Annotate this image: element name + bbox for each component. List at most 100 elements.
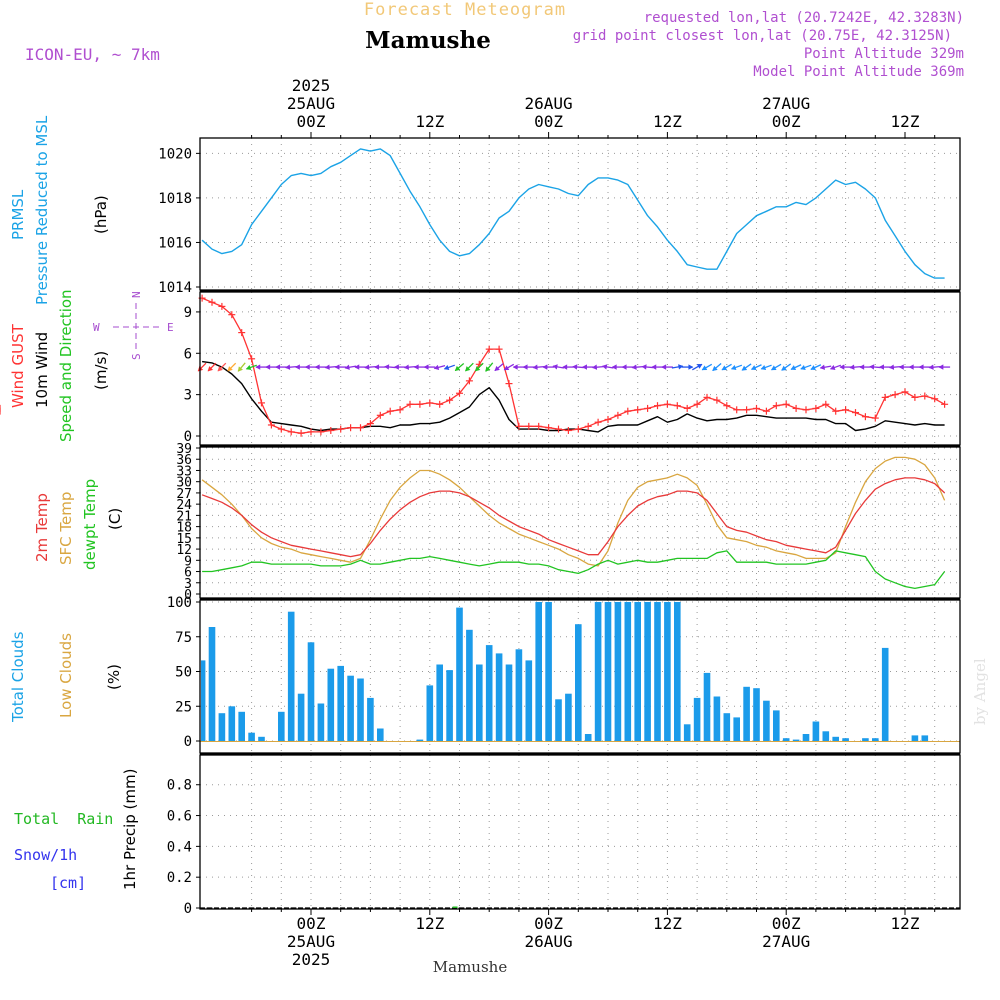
gust-marker	[426, 399, 434, 407]
wind-direction-arrow	[741, 363, 752, 371]
wind-direction-arrow	[393, 364, 406, 370]
x-tick-label-bottom: 2025	[292, 950, 331, 969]
wind-direction-arrow	[898, 364, 911, 370]
cloud-bar	[525, 660, 533, 741]
arrow-head	[304, 364, 310, 370]
arrow-head	[314, 364, 320, 370]
x-tick-label-bottom: 00Z	[772, 914, 801, 933]
wind-direction-arrow	[859, 364, 871, 370]
gust-marker	[921, 392, 929, 400]
gust-marker	[782, 400, 790, 408]
cloud-bar	[555, 699, 562, 741]
arrow-head	[908, 364, 914, 370]
cloud-bar	[683, 724, 691, 741]
gust-marker	[307, 428, 315, 436]
cloud-bar	[485, 645, 493, 741]
gust-marker	[465, 377, 473, 385]
cloud-bar	[307, 642, 315, 741]
arrow-head	[354, 364, 360, 370]
arrow-head	[938, 364, 944, 370]
x-tick-label-bottom: 26AUG	[525, 932, 573, 951]
gust-marker	[436, 400, 444, 408]
gust-marker	[861, 413, 869, 421]
arrow-head	[601, 364, 608, 370]
y-tick-label: 0.2	[167, 870, 192, 886]
arrow-head	[898, 364, 904, 370]
y-tick-label: 6	[184, 566, 192, 581]
t2m-line	[201, 477, 946, 558]
x-tick-label-top: 12Z	[891, 112, 920, 131]
wind-direction-arrow	[591, 364, 604, 370]
arrow-head	[552, 364, 558, 370]
cloud-bar	[921, 735, 929, 741]
y-tick-label: 9	[184, 554, 192, 569]
cloud-bar	[644, 602, 651, 741]
data-layer	[0, 148, 960, 909]
wind-direction-arrow	[227, 362, 237, 372]
y-tick-label: 0	[184, 734, 192, 750]
gust-marker	[555, 425, 562, 433]
gust-marker	[208, 298, 216, 306]
arrow-head	[688, 364, 694, 370]
gust-marker	[584, 422, 592, 430]
arrow-head	[869, 364, 875, 370]
x-tick-label-bottom: 27AUG	[762, 932, 810, 951]
grid-point-coords: grid point closest lon,lat (20.75E, 42.3…	[573, 28, 952, 44]
cloud-bar	[337, 665, 344, 741]
wind-direction-arrow	[532, 364, 545, 370]
arrow-head	[255, 364, 261, 370]
cloud-bar	[535, 602, 542, 741]
arrow-head	[433, 364, 440, 370]
requested-coords: requested lon,lat (20.7242E, 42.3283N)	[644, 10, 964, 26]
x-tick-label-bottom: 12Z	[415, 914, 444, 933]
gust-marker	[614, 411, 622, 419]
gust-marker	[901, 388, 909, 396]
pressure-label-prmsl: PRMSL	[9, 189, 27, 240]
cloud-bar	[604, 602, 612, 741]
wind-direction-arrow	[681, 364, 694, 370]
pressure-unit: (hPa)	[92, 195, 110, 234]
cloud-bar	[703, 672, 711, 741]
compass-n: N	[130, 291, 143, 298]
arrow-head	[465, 366, 471, 372]
temp-panel-labels: 2m Temp SFC Temp dewpt Temp (C)	[33, 479, 124, 570]
gust-marker	[357, 424, 364, 432]
arrow-head	[829, 364, 836, 370]
cloud-bar	[713, 696, 721, 741]
y-tick-label: 27	[176, 487, 192, 502]
y-tick-label: 3	[184, 388, 192, 404]
arrow-head	[275, 364, 281, 370]
gust-marker	[366, 420, 374, 428]
gust-marker	[446, 396, 454, 404]
arrow-head	[918, 364, 924, 370]
y-tick-label: 1016	[158, 235, 192, 251]
arrow-head	[265, 364, 271, 370]
wind-direction-arrow	[294, 364, 307, 370]
wind-direction-arrow	[770, 363, 782, 371]
arrow-head	[374, 364, 380, 370]
gust-marker	[317, 428, 325, 436]
cloud-bar	[515, 649, 523, 741]
cloud-bar	[792, 739, 800, 741]
wind-direction-arrow	[631, 364, 644, 370]
cloud-bar	[201, 660, 206, 741]
pressure-label-msl: Pressure Reduced to MSL	[33, 115, 51, 305]
gust-marker	[812, 404, 820, 412]
cloud-bar	[327, 668, 335, 741]
y-tick-label: 0.8	[167, 778, 192, 794]
gust-marker	[663, 400, 671, 408]
gust-marker	[931, 395, 939, 403]
arrow-head	[294, 364, 300, 370]
gust-marker	[654, 402, 661, 410]
y-tick-label: 15	[176, 532, 192, 547]
x-tick-label-bottom: 00Z	[297, 914, 326, 933]
wind-direction-arrow	[908, 364, 921, 370]
wind-direction-arrow	[285, 364, 297, 370]
arrow-head	[334, 364, 340, 370]
x-tick-label-bottom: 00Z	[534, 914, 563, 933]
gust-marker	[456, 389, 463, 397]
arrow-head	[611, 364, 617, 370]
y-tick-label: 0.4	[167, 839, 192, 855]
gust-marker	[406, 400, 414, 408]
